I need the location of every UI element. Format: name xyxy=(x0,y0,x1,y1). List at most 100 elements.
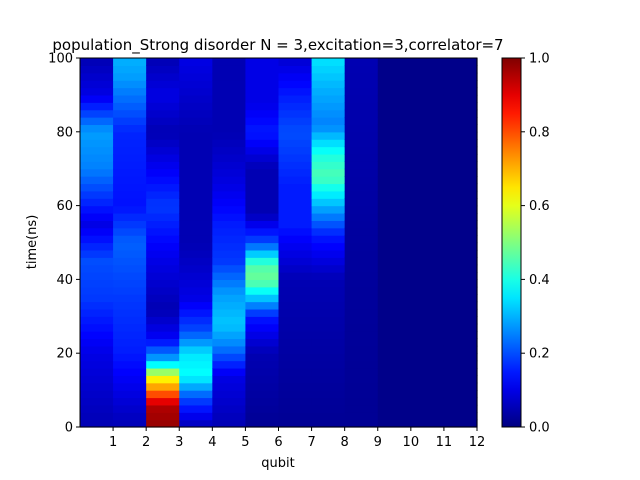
heatmap-cell xyxy=(146,198,180,207)
heatmap-cell xyxy=(410,264,445,273)
heatmap-cell xyxy=(311,65,346,74)
heatmap-cell xyxy=(113,419,147,428)
heatmap-cell xyxy=(278,87,313,96)
heatmap-cell xyxy=(179,80,213,89)
heatmap-cell xyxy=(146,353,180,362)
heatmap-cell xyxy=(179,375,213,384)
heatmap-cell xyxy=(80,72,114,81)
heatmap-cell xyxy=(113,249,147,258)
heatmap-cell xyxy=(113,294,147,303)
heatmap-cell xyxy=(212,338,247,347)
heatmap-cell xyxy=(344,94,379,103)
heatmap-cell xyxy=(113,176,147,185)
heatmap-cell xyxy=(311,94,346,103)
heatmap-cell xyxy=(410,235,445,244)
heatmap-cell xyxy=(278,212,313,221)
heatmap-cell xyxy=(410,382,445,391)
heatmap-cell xyxy=(443,146,478,155)
heatmap-cell xyxy=(80,249,114,258)
heatmap-cell xyxy=(344,65,379,74)
heatmap-cell xyxy=(278,117,313,126)
heatmap-cell xyxy=(344,102,379,111)
heatmap-cell xyxy=(212,257,247,266)
heatmap-cell xyxy=(443,212,478,221)
heatmap-cell xyxy=(179,235,213,244)
heatmap-cell xyxy=(212,264,247,273)
heatmap-cell xyxy=(113,65,147,74)
heatmap-cell xyxy=(443,205,478,214)
heatmap-cell xyxy=(146,360,180,369)
heatmap-cell xyxy=(377,316,412,325)
heatmap-cell xyxy=(179,331,213,340)
heatmap-cell xyxy=(245,65,280,74)
colorbar xyxy=(501,57,522,428)
heatmap-cell xyxy=(113,308,147,317)
y-axis-ticks: 0 20 40 60 80 100 xyxy=(48,52,80,436)
heatmap-cell xyxy=(344,412,379,421)
heatmap-cell xyxy=(146,316,180,325)
heatmap-cell xyxy=(377,190,412,199)
heatmap-cell xyxy=(80,198,114,207)
heatmap-cell xyxy=(245,419,280,428)
heatmap-cell xyxy=(443,316,478,325)
heatmap-cell xyxy=(80,353,114,362)
heatmap-cell xyxy=(344,353,379,362)
heatmap-cell xyxy=(344,360,379,369)
heatmap-cell xyxy=(278,161,313,170)
heatmap-cell xyxy=(146,367,180,376)
y-tick-label: 100 xyxy=(48,52,73,67)
heatmap-cell xyxy=(311,279,346,288)
heatmap-cell xyxy=(245,316,280,325)
heatmap-cell xyxy=(410,205,445,214)
heatmap-cell xyxy=(443,168,478,177)
x-tick-label: 11 xyxy=(436,435,453,450)
heatmap-cell xyxy=(146,161,180,170)
heatmap-cell xyxy=(113,316,147,325)
heatmap-cell xyxy=(410,94,445,103)
heatmap-cell xyxy=(278,412,313,421)
heatmap-cell xyxy=(212,227,247,236)
heatmap-cell xyxy=(80,235,114,244)
heatmap-cell xyxy=(113,286,147,295)
heatmap-cell xyxy=(212,419,247,428)
heatmap-cell xyxy=(179,146,213,155)
heatmap-cell xyxy=(245,264,280,273)
heatmap-cell xyxy=(80,301,114,310)
heatmap-cell xyxy=(245,80,280,89)
heatmap-cell xyxy=(377,404,412,413)
heatmap-cell xyxy=(344,390,379,399)
heatmap-cell xyxy=(80,279,114,288)
heatmap-cell xyxy=(80,102,114,111)
heatmap-cell xyxy=(410,360,445,369)
heatmap-cell xyxy=(212,249,247,258)
heatmap-cell xyxy=(146,183,180,192)
heatmap-cell xyxy=(146,153,180,162)
heatmap-cell xyxy=(245,220,280,229)
heatmap-cell xyxy=(212,367,247,376)
heatmap-cell xyxy=(410,109,445,118)
heatmap-cell xyxy=(311,198,346,207)
heatmap-cell xyxy=(113,404,147,413)
heatmap-cell xyxy=(377,176,412,185)
heatmap-cell xyxy=(212,412,247,421)
heatmap-cell xyxy=(344,198,379,207)
heatmap-cell xyxy=(179,94,213,103)
heatmap-cell xyxy=(212,397,247,406)
heatmap-cell xyxy=(80,80,114,89)
heatmap-cell xyxy=(113,257,147,266)
heatmap-cell xyxy=(344,286,379,295)
heatmap-cell xyxy=(410,102,445,111)
heatmap-cell xyxy=(443,131,478,140)
heatmap-cell xyxy=(443,397,478,406)
x-axis-label: qubit xyxy=(261,456,294,471)
heatmap-cell xyxy=(80,382,114,391)
heatmap-cell xyxy=(113,345,147,354)
heatmap-cell xyxy=(113,94,147,103)
heatmap-cell xyxy=(113,87,147,96)
heatmap-cell xyxy=(245,301,280,310)
heatmap-cell xyxy=(179,72,213,81)
heatmap-cell xyxy=(179,338,213,347)
heatmap-cell xyxy=(311,124,346,133)
heatmap-cell xyxy=(311,301,346,310)
heatmap-cell xyxy=(113,58,147,66)
